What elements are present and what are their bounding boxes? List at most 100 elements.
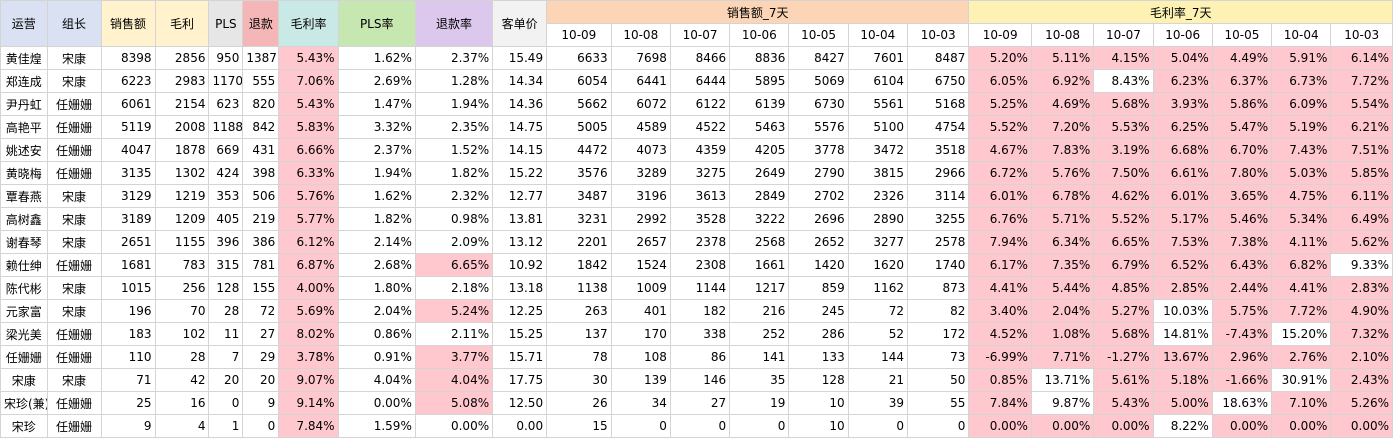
cell-sales[interactable]: 4047	[100, 138, 156, 162]
cell-margin-day[interactable]: 6.70%	[1211, 138, 1273, 162]
cell-profit[interactable]: 1302	[154, 161, 210, 185]
cell-sales-day[interactable]: 2966	[906, 161, 970, 185]
cell-pls-rate[interactable]: 4.04%	[337, 368, 416, 392]
cell-margin-day[interactable]: 5.17%	[1152, 207, 1213, 231]
cell-sales-day[interactable]: 10	[788, 391, 849, 415]
cell-leader[interactable]: 任姗姗	[46, 253, 102, 277]
cell-profit[interactable]: 2983	[154, 69, 210, 93]
cell-sales-day[interactable]: 1842	[546, 253, 612, 277]
cell-sales-day[interactable]: 108	[610, 345, 671, 369]
cell-profit[interactable]: 2856	[154, 46, 210, 70]
cell-profit[interactable]: 16	[154, 391, 210, 415]
cell-sales-day[interactable]: 3277	[847, 230, 908, 254]
cell-margin-rate[interactable]: 6.12%	[278, 230, 339, 254]
cell-margin-day[interactable]: 5.03%	[1271, 161, 1332, 185]
cell-refund-rate[interactable]: 6.65%	[414, 253, 494, 277]
cell-profit[interactable]: 70	[154, 299, 210, 323]
cell-sales-day[interactable]: 6104	[847, 69, 908, 93]
cell-sales-day[interactable]: 873	[906, 276, 970, 300]
cell-sales[interactable]: 71	[100, 368, 156, 392]
cell-margin-day[interactable]: -1.66%	[1211, 368, 1273, 392]
cell-sales-day[interactable]: 10	[788, 414, 849, 438]
cell-margin-day[interactable]: 5.46%	[1211, 207, 1273, 231]
cell-margin-day[interactable]: 5.54%	[1330, 92, 1393, 116]
cell-margin-day[interactable]: 30.91%	[1271, 368, 1332, 392]
cell-sales[interactable]: 6223	[100, 69, 156, 93]
cell-margin-rate[interactable]: 5.43%	[278, 46, 339, 70]
cell-refund-rate[interactable]: 2.32%	[414, 184, 494, 208]
cell-pls[interactable]: 1	[208, 414, 244, 438]
cell-margin-day[interactable]: 5.52%	[1093, 207, 1154, 231]
cell-sales-day[interactable]: 3289	[610, 161, 671, 185]
cell-sales-day[interactable]: 0	[729, 414, 790, 438]
cell-pls-rate[interactable]: 1.94%	[337, 161, 416, 185]
cell-refund-rate[interactable]: 4.04%	[414, 368, 494, 392]
header-group-margin-7d[interactable]: 毛利率_7天	[968, 0, 1393, 24]
cell-pls[interactable]: 128	[208, 276, 244, 300]
cell-margin-day[interactable]: 5.27%	[1093, 299, 1154, 323]
cell-margin-day[interactable]: -6.99%	[968, 345, 1032, 369]
cell-margin-rate[interactable]: 7.84%	[278, 414, 339, 438]
cell-sales-day[interactable]: 3222	[729, 207, 790, 231]
cell-margin-rate[interactable]: 9.14%	[278, 391, 339, 415]
cell-sales-day[interactable]: 4589	[610, 115, 671, 139]
cell-sales[interactable]: 9	[100, 414, 156, 438]
cell-pls[interactable]: 353	[208, 184, 244, 208]
cell-pls-rate[interactable]: 0.86%	[337, 322, 416, 346]
cell-sales-day[interactable]: 5662	[546, 92, 612, 116]
cell-pls-rate[interactable]: 2.68%	[337, 253, 416, 277]
header-cell-margin-rate[interactable]: 毛利率	[278, 0, 339, 47]
cell-sales-day[interactable]: 2201	[546, 230, 612, 254]
cell-margin-day[interactable]: 7.43%	[1271, 138, 1332, 162]
cell-pls[interactable]: 623	[208, 92, 244, 116]
cell-margin-day[interactable]: 3.65%	[1211, 184, 1273, 208]
cell-sales[interactable]: 1681	[100, 253, 156, 277]
cell-sales-day[interactable]: 4205	[729, 138, 790, 162]
cell-sales-day[interactable]: 73	[906, 345, 970, 369]
header-date-sales-10-05[interactable]: 10-05	[788, 23, 849, 47]
cell-sales-day[interactable]: 3613	[669, 184, 731, 208]
cell-margin-day[interactable]: 6.37%	[1211, 69, 1273, 93]
cell-sales-day[interactable]: 338	[669, 322, 731, 346]
cell-margin-day[interactable]: 5.19%	[1271, 115, 1332, 139]
cell-refund-rate[interactable]: 0.00%	[414, 414, 494, 438]
cell-margin-day[interactable]: 6.34%	[1030, 230, 1095, 254]
cell-avg-order[interactable]: 12.77	[492, 184, 548, 208]
cell-margin-rate[interactable]: 5.76%	[278, 184, 339, 208]
cell-sales-day[interactable]: 5576	[788, 115, 849, 139]
cell-sales-day[interactable]: 3487	[546, 184, 612, 208]
cell-sales-day[interactable]: 7698	[610, 46, 671, 70]
cell-margin-day[interactable]: 0.00%	[1093, 414, 1154, 438]
cell-operator[interactable]: 宋珍	[0, 414, 48, 438]
cell-margin-day[interactable]: 7.51%	[1330, 138, 1393, 162]
cell-refund[interactable]: 29	[242, 345, 280, 369]
header-date-margin-10-04[interactable]: 10-04	[1271, 23, 1332, 47]
cell-margin-day[interactable]: 2.85%	[1152, 276, 1213, 300]
cell-sales-day[interactable]: 2326	[847, 184, 908, 208]
cell-sales-day[interactable]: 6750	[906, 69, 970, 93]
cell-refund[interactable]: 20	[242, 368, 280, 392]
cell-refund[interactable]: 72	[242, 299, 280, 323]
cell-profit[interactable]: 1155	[154, 230, 210, 254]
cell-margin-day[interactable]: 0.00%	[1330, 414, 1393, 438]
cell-sales-day[interactable]: 3114	[906, 184, 970, 208]
cell-margin-rate[interactable]: 4.00%	[278, 276, 339, 300]
cell-sales-day[interactable]: 3255	[906, 207, 970, 231]
cell-sales-day[interactable]: 1144	[669, 276, 731, 300]
header-date-sales-10-04[interactable]: 10-04	[847, 23, 908, 47]
cell-margin-day[interactable]: 4.62%	[1093, 184, 1154, 208]
cell-sales-day[interactable]: 216	[729, 299, 790, 323]
cell-margin-day[interactable]: 6.79%	[1093, 253, 1154, 277]
cell-sales-day[interactable]: 7601	[847, 46, 908, 70]
cell-margin-day[interactable]: 4.15%	[1093, 46, 1154, 70]
cell-margin-day[interactable]: 18.63%	[1211, 391, 1273, 415]
cell-sales-day[interactable]: 82	[906, 299, 970, 323]
cell-margin-day[interactable]: 9.33%	[1330, 253, 1393, 277]
cell-sales-day[interactable]: 6730	[788, 92, 849, 116]
cell-leader[interactable]: 任姗姗	[46, 414, 102, 438]
cell-sales[interactable]: 3129	[100, 184, 156, 208]
cell-margin-day[interactable]: 6.76%	[968, 207, 1032, 231]
cell-leader[interactable]: 宋康	[46, 368, 102, 392]
cell-sales-day[interactable]: 401	[610, 299, 671, 323]
cell-margin-day[interactable]: 6.92%	[1030, 69, 1095, 93]
